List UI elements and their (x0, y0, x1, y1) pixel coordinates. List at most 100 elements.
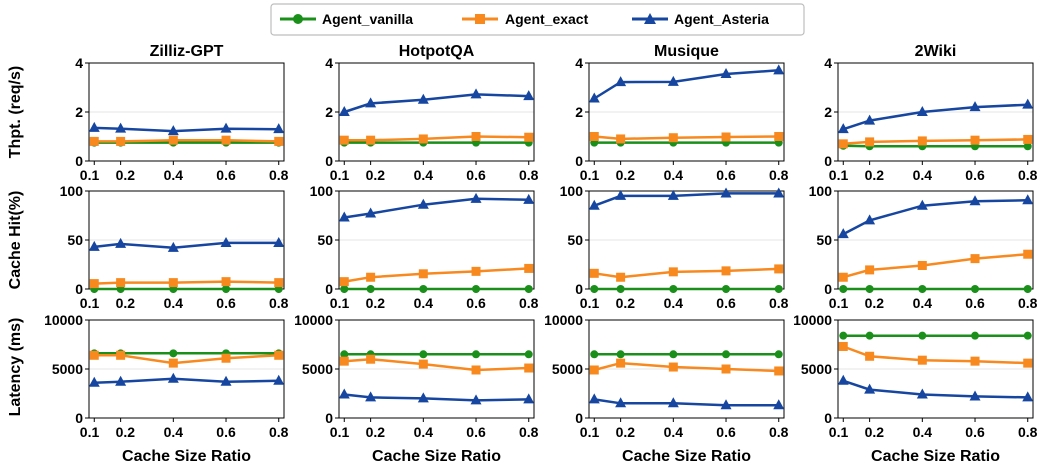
legend-item-asteria: Agent_Asteria (632, 11, 769, 27)
y-tick-label: 5000 (52, 361, 83, 377)
x-tick-label: 0.8 (769, 167, 789, 183)
data-point-vanilla (722, 285, 731, 293)
x-tick-label: 0.6 (965, 424, 985, 440)
data-point-vanilla (472, 285, 481, 293)
data-point-asteria (220, 236, 232, 247)
y-tick-label: 50 (317, 232, 333, 248)
data-point-vanilla (774, 350, 783, 359)
data-point-asteria (417, 198, 429, 209)
x-tick-label: 0.4 (414, 167, 434, 183)
series-vanilla (839, 331, 1032, 340)
x-tick-label: 0.2 (116, 167, 136, 183)
data-point-asteria (837, 374, 849, 385)
series-asteria (837, 194, 1034, 239)
series-exact (589, 132, 784, 144)
y-tick-label: 5000 (801, 361, 832, 377)
x-tick-label: 0.4 (913, 167, 933, 183)
y-tick-label: 10000 (544, 312, 583, 328)
x-tick-label: 0.4 (664, 295, 684, 311)
x-tick-label: 0.8 (519, 424, 539, 440)
data-point-asteria (667, 397, 679, 408)
data-point-asteria (615, 76, 627, 87)
data-point-asteria (969, 101, 981, 112)
data-point-asteria (837, 228, 849, 239)
data-point-exact (721, 132, 731, 142)
x-tick-label: 0.8 (1018, 167, 1038, 183)
series-asteria (88, 236, 285, 252)
data-point-asteria (365, 97, 377, 108)
panel-grid: 0 2 4 0.1 0.2 0.4 0.6 0.8 Zilliz-GPT 0 2 4 0.1 0.2 0.4… (44, 43, 1038, 465)
row-label-latency: Latency (ms) (7, 318, 24, 417)
data-point-exact (366, 135, 376, 145)
panel-title: Musique (654, 43, 719, 60)
y-tick-label: 5000 (552, 361, 583, 377)
x-tick-label: 0.6 (716, 167, 736, 183)
legend-item-exact: Agent_exact (462, 11, 589, 27)
data-point-exact (1023, 358, 1033, 368)
x-tick-label: 0.8 (269, 424, 289, 440)
panel-12: 0 5000 10000 0.1 0.2 0.4 0.6 0.8 Cache Size Rati… (793, 312, 1038, 465)
data-point-exact (524, 132, 534, 142)
series-vanilla (340, 350, 533, 359)
data-point-asteria (773, 399, 785, 410)
data-point-exact (917, 136, 927, 146)
data-point-exact (274, 136, 284, 146)
y-tick-label: 100 (60, 183, 84, 199)
data-point-exact (721, 266, 731, 276)
data-point-exact (89, 136, 99, 146)
series-asteria (338, 388, 535, 405)
data-point-asteria (338, 211, 350, 222)
panel-8: 0 50 100 0.1 0.2 0.4 0.6 0.8 (809, 183, 1038, 311)
x-axis-label: Cache Size Ratio (122, 448, 251, 465)
data-point-exact (616, 134, 626, 144)
y-tick-label: 0 (325, 153, 333, 169)
y-tick-label: 2 (575, 104, 583, 120)
data-point-asteria (167, 372, 179, 383)
data-point-asteria (115, 237, 127, 248)
y-tick-label: 0 (824, 410, 832, 426)
panel-11: 0 5000 10000 0.1 0.2 0.4 0.6 0.8 Cache Size Rati… (544, 312, 789, 465)
y-tick-label: 50 (567, 232, 583, 248)
data-point-vanilla (222, 285, 231, 293)
data-point-vanilla (419, 285, 428, 293)
series-asteria (837, 374, 1034, 402)
y-tick-label: 4 (575, 55, 583, 71)
data-point-asteria (615, 397, 627, 408)
panel-2: 0 2 4 0.1 0.2 0.4 0.6 0.8 HotpotQA (325, 43, 538, 183)
panel-title: Zilliz-GPT (150, 43, 224, 60)
data-point-exact (116, 278, 126, 288)
data-point-exact (221, 353, 231, 363)
x-tick-label: 0.4 (164, 167, 184, 183)
row-label-throughput: Thpt. (req/s) (7, 66, 24, 158)
x-tick-label: 0.6 (216, 424, 236, 440)
panel-4: 0 2 4 0.1 0.2 0.4 0.6 0.8 2Wiki (824, 43, 1037, 183)
x-tick-label: 0.2 (616, 167, 636, 183)
y-tick-label: 10000 (793, 312, 832, 328)
y-tick-label: 0 (75, 153, 83, 169)
x-tick-label: 0.4 (164, 424, 184, 440)
y-tick-label: 10000 (294, 312, 333, 328)
y-tick-label: 5000 (302, 361, 333, 377)
legend-item-vanilla: Agent_vanilla (280, 11, 413, 27)
data-point-exact (168, 135, 178, 145)
y-tick-label: 4 (325, 55, 333, 71)
x-tick-label: 0.6 (716, 424, 736, 440)
data-point-asteria (417, 93, 429, 104)
panel-7: 0 50 100 0.1 0.2 0.4 0.6 0.8 (560, 183, 789, 311)
data-point-exact (471, 266, 481, 276)
data-point-exact (668, 267, 678, 277)
series-asteria (588, 187, 785, 210)
data-point-exact (418, 134, 428, 144)
x-tick-label: 0.4 (664, 167, 684, 183)
data-point-vanilla (971, 331, 980, 340)
data-point-exact (1023, 249, 1033, 259)
x-tick-label: 0.8 (269, 295, 289, 311)
data-point-asteria (417, 392, 429, 403)
x-tick-label: 0.2 (865, 295, 885, 311)
y-tick-label: 0 (575, 410, 583, 426)
data-point-asteria (115, 122, 127, 133)
legend-label-vanilla: Agent_vanilla (322, 11, 413, 27)
data-point-exact (970, 135, 980, 145)
x-axis-label: Cache Size Ratio (622, 448, 751, 465)
